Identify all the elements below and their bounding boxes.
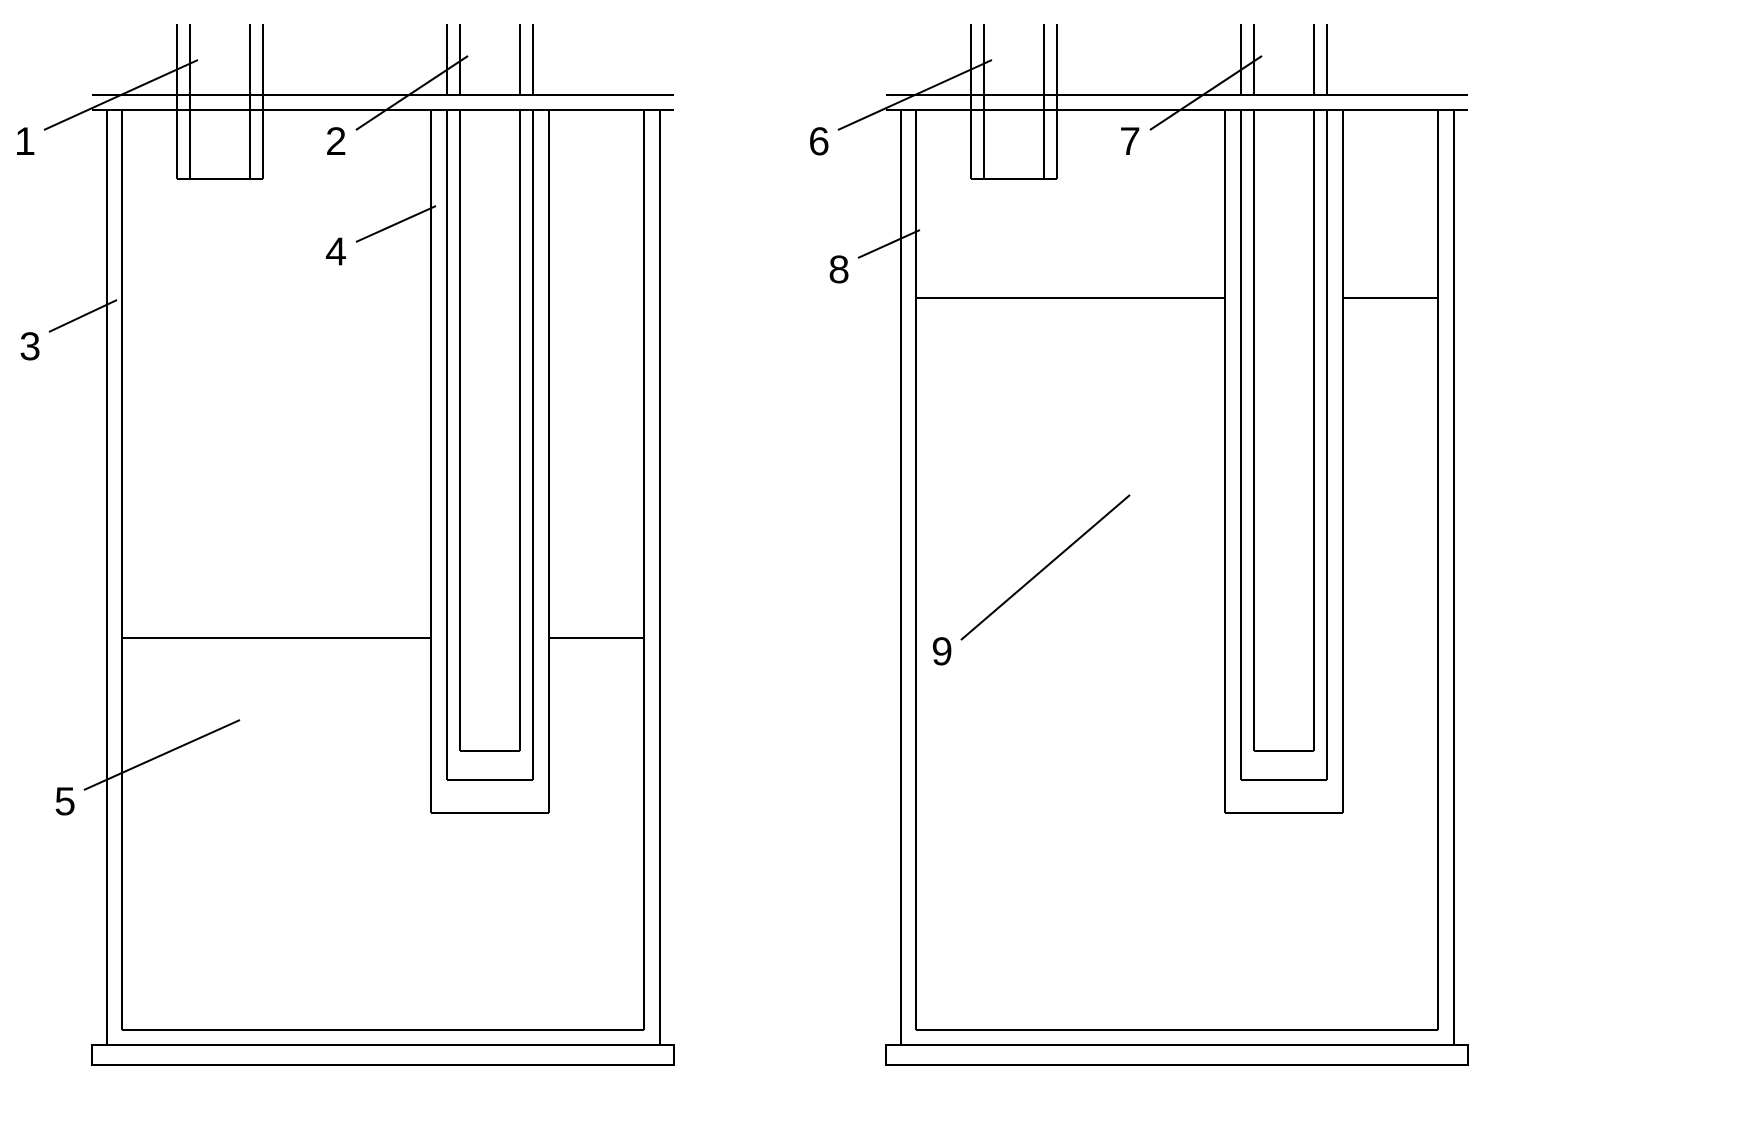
callout-label-8: 8 (828, 248, 850, 293)
callout-label-7: 7 (1119, 120, 1141, 165)
callout-label-4: 4 (325, 230, 347, 275)
callout-label-9: 9 (931, 630, 953, 675)
callout-label-2: 2 (325, 120, 347, 165)
callout-label-6: 6 (808, 120, 830, 165)
diagram-canvas (0, 0, 1740, 1141)
callout-label-5: 5 (54, 780, 76, 825)
callout-label-1: 1 (14, 120, 36, 165)
callout-label-3: 3 (19, 325, 41, 370)
